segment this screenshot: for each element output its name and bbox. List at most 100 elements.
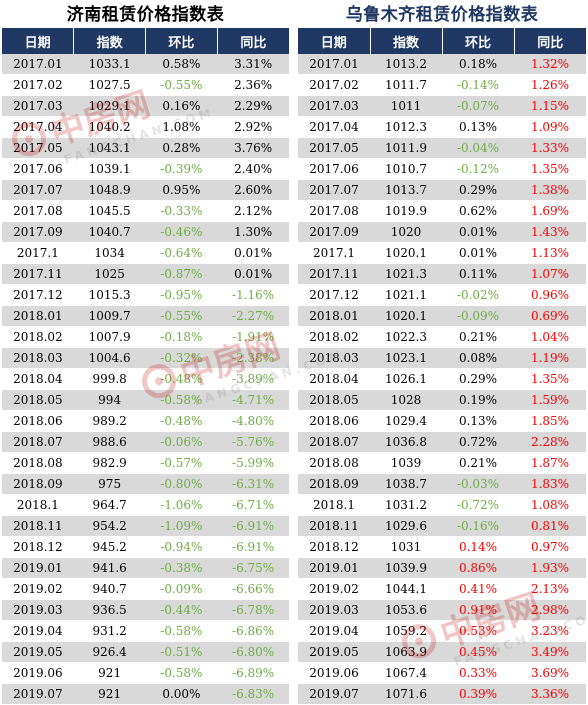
index-cell: 1013.7 bbox=[370, 179, 442, 201]
mom-cell: -0.94% bbox=[145, 536, 218, 558]
date-cell: 2018.03 bbox=[298, 347, 370, 369]
index-cell: 975 bbox=[73, 473, 146, 495]
yoy-cell: 3.31% bbox=[217, 54, 289, 75]
yoy-cell: 3.76% bbox=[217, 137, 289, 159]
index-cell: 1013.2 bbox=[370, 54, 442, 75]
yoy-cell: -6.86% bbox=[217, 620, 289, 642]
table-row: 2017.12 1021.1 -0.02% 0.96% bbox=[298, 284, 586, 306]
table-header-row: 日期 指数 环比 同比 bbox=[2, 28, 289, 54]
date-cell: 2019.01 bbox=[298, 557, 370, 579]
date-cell: 2018.02 bbox=[298, 326, 370, 348]
yoy-cell: 1.83% bbox=[514, 473, 586, 495]
table-row: 2019.06 1067.4 0.33% 3.69% bbox=[298, 662, 586, 684]
index-cell: 1015.3 bbox=[73, 284, 146, 306]
date-cell: 2019.05 bbox=[2, 641, 74, 663]
date-cell: 2017.1 bbox=[2, 242, 74, 264]
mom-cell: -0.02% bbox=[442, 284, 514, 306]
index-cell: 954.2 bbox=[73, 515, 146, 537]
mom-cell: -0.09% bbox=[145, 578, 218, 600]
mom-cell: -1.09% bbox=[145, 515, 218, 537]
mom-cell: -0.58% bbox=[145, 389, 218, 411]
yoy-cell: 1.35% bbox=[514, 368, 586, 390]
mom-cell: 0.45% bbox=[442, 641, 514, 663]
yoy-cell: 1.33% bbox=[514, 137, 586, 159]
date-cell: 2017.04 bbox=[2, 116, 74, 138]
col-header-mom: 环比 bbox=[145, 28, 218, 54]
table-row: 2017.03 1011 -0.07% 1.15% bbox=[298, 95, 586, 117]
table-row: 2018.07 1036.8 0.72% 2.28% bbox=[298, 431, 586, 453]
mom-cell: 0.01% bbox=[442, 242, 514, 264]
yoy-cell: 1.30% bbox=[217, 221, 289, 243]
table-row: 2019.03 1053.6 0.91% 2.98% bbox=[298, 599, 586, 621]
table-row: 2018.08 982.9 -0.57% -5.99% bbox=[2, 452, 289, 474]
yoy-cell: -6.91% bbox=[217, 515, 289, 537]
index-cell: 982.9 bbox=[73, 452, 146, 474]
index-cell: 1012.3 bbox=[370, 116, 442, 138]
date-cell: 2017.01 bbox=[298, 54, 370, 75]
index-cell: 1020.1 bbox=[370, 305, 442, 327]
table-row: 2018.01 1009.7 -0.55% -2.27% bbox=[2, 305, 289, 327]
date-cell: 2018.11 bbox=[298, 515, 370, 537]
index-cell: 1038.7 bbox=[370, 473, 442, 495]
index-cell: 1023.1 bbox=[370, 347, 442, 369]
date-cell: 2018.12 bbox=[2, 536, 74, 558]
jinan-table-body: 2017.01 1033.1 0.58% 3.31% 2017.02 1027.5 -0.5… bbox=[2, 54, 289, 705]
yoy-cell: 1.15% bbox=[514, 95, 586, 117]
mom-cell: 0.86% bbox=[442, 557, 514, 579]
date-cell: 2017.06 bbox=[298, 158, 370, 180]
table-row: 2019.07 1071.6 0.39% 3.36% bbox=[298, 683, 586, 705]
index-cell: 1028 bbox=[370, 389, 442, 411]
date-cell: 2018.05 bbox=[2, 389, 74, 411]
date-cell: 2017.02 bbox=[298, 74, 370, 96]
date-cell: 2017.05 bbox=[2, 137, 74, 159]
mom-cell: 0.13% bbox=[442, 116, 514, 138]
urumqi-table-body: 2017.01 1013.2 0.18% 1.32% 2017.02 1011.7 -0.1… bbox=[298, 54, 586, 705]
table-row: 2017.05 1011.9 -0.04% 1.33% bbox=[298, 137, 586, 159]
yoy-cell: -2.27% bbox=[217, 305, 289, 327]
table-row: 2018.12 1031 0.14% 0.97% bbox=[298, 536, 586, 558]
table-row: 2018.02 1007.9 -0.18% -1.91% bbox=[2, 326, 289, 348]
date-cell: 2018.01 bbox=[298, 305, 370, 327]
index-cell: 1027.5 bbox=[73, 74, 146, 96]
table-header-row: 日期 指数 环比 同比 bbox=[298, 28, 586, 54]
mom-cell: 0.21% bbox=[442, 326, 514, 348]
table-row: 2019.04 1059.2 0.53% 3.23% bbox=[298, 620, 586, 642]
date-cell: 2017.09 bbox=[2, 221, 74, 243]
table-row: 2018.1 1031.2 -0.72% 1.08% bbox=[298, 494, 586, 516]
table-row: 2019.07 921 0.00% -6.83% bbox=[2, 683, 289, 705]
mom-cell: -0.04% bbox=[442, 137, 514, 159]
col-header-mom: 环比 bbox=[442, 28, 515, 54]
mom-cell: 0.39% bbox=[442, 683, 514, 705]
date-cell: 2018.08 bbox=[2, 452, 74, 474]
index-cell: 1067.4 bbox=[370, 662, 442, 684]
yoy-cell: 1.87% bbox=[514, 452, 586, 474]
yoy-cell: 0.96% bbox=[514, 284, 586, 306]
yoy-cell: 1.04% bbox=[514, 326, 586, 348]
urumqi-table-title: 乌鲁木齐租赁价格指数表 bbox=[345, 5, 539, 25]
col-header-date: 日期 bbox=[2, 28, 75, 54]
yoy-cell: 2.92% bbox=[217, 116, 289, 138]
mom-cell: -0.55% bbox=[145, 74, 218, 96]
table-row: 2018.11 1029.6 -0.16% 0.81% bbox=[298, 515, 586, 537]
yoy-cell: 1.09% bbox=[514, 116, 586, 138]
date-cell: 2017.11 bbox=[2, 263, 74, 285]
date-cell: 2017.03 bbox=[2, 95, 74, 117]
table-row: 2018.09 975 -0.80% -6.31% bbox=[2, 473, 289, 495]
yoy-cell: 0.69% bbox=[514, 305, 586, 327]
index-cell: 1019.9 bbox=[370, 200, 442, 222]
table-row: 2019.05 1063.9 0.45% 3.49% bbox=[298, 641, 586, 663]
index-cell: 1026.1 bbox=[370, 368, 442, 390]
index-cell: 1033.1 bbox=[73, 54, 146, 75]
table-row: 2017.1 1020.1 0.01% 1.13% bbox=[298, 242, 586, 264]
mom-cell: -0.64% bbox=[145, 242, 218, 264]
yoy-cell: 1.93% bbox=[514, 557, 586, 579]
table-row: 2018.04 1026.1 0.29% 1.35% bbox=[298, 368, 586, 390]
date-cell: 2017.02 bbox=[2, 74, 74, 96]
date-cell: 2018.01 bbox=[2, 305, 74, 327]
yoy-cell: 3.69% bbox=[514, 662, 586, 684]
mom-cell: -0.07% bbox=[442, 95, 514, 117]
yoy-cell: 1.59% bbox=[514, 389, 586, 411]
date-cell: 2019.03 bbox=[2, 599, 74, 621]
index-cell: 1029.1 bbox=[73, 95, 146, 117]
mom-cell: 0.21% bbox=[442, 452, 514, 474]
